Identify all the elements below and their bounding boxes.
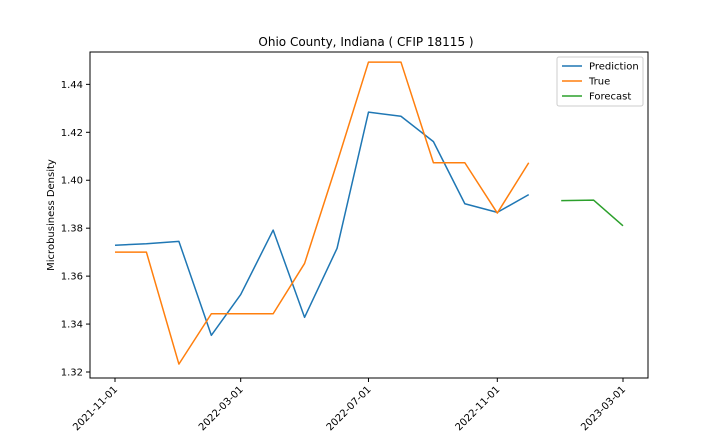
plot-frame — [89, 51, 649, 379]
y-tick-label: 1.44 — [61, 80, 83, 91]
y-tick-label: 1.38 — [61, 224, 83, 235]
y-tick-label: 1.42 — [61, 128, 83, 139]
x-tick-label: 2021-11-01 — [71, 384, 120, 432]
series-line-true — [115, 61, 530, 365]
y-tick-label: 1.36 — [61, 272, 83, 283]
x-tick-label: 2022-03-01 — [197, 384, 246, 432]
x-tick-label: 2022-07-01 — [325, 384, 374, 432]
y-tick-label: 1.34 — [61, 320, 83, 331]
plot-area — [114, 61, 624, 365]
y-axis-label: Microbusiness Density — [46, 159, 57, 271]
legend-label-forecast: Forecast — [589, 92, 631, 103]
x-tick-label: 2023-03-01 — [579, 384, 628, 432]
y-tick-label: 1.40 — [61, 176, 83, 187]
legend-label-true: True — [588, 77, 610, 88]
legend-label-prediction: Prediction — [589, 62, 639, 73]
x-axis: 2021-11-01 2022-03-01 2022-07-01 2022-11-01… — [71, 378, 628, 432]
chart-title: Ohio County, Indiana ( CFIP 18115 ) — [258, 35, 473, 49]
legend: Prediction True Forecast — [556, 56, 644, 107]
series-line-forecast — [561, 199, 624, 227]
y-axis: 1.32 1.34 1.36 1.38 1.40 1.42 1.44 — [61, 80, 90, 379]
series-line-prediction — [114, 111, 530, 337]
y-tick-label: 1.32 — [61, 368, 83, 379]
x-tick-label: 2022-11-01 — [454, 384, 503, 432]
legend-box — [556, 56, 644, 107]
